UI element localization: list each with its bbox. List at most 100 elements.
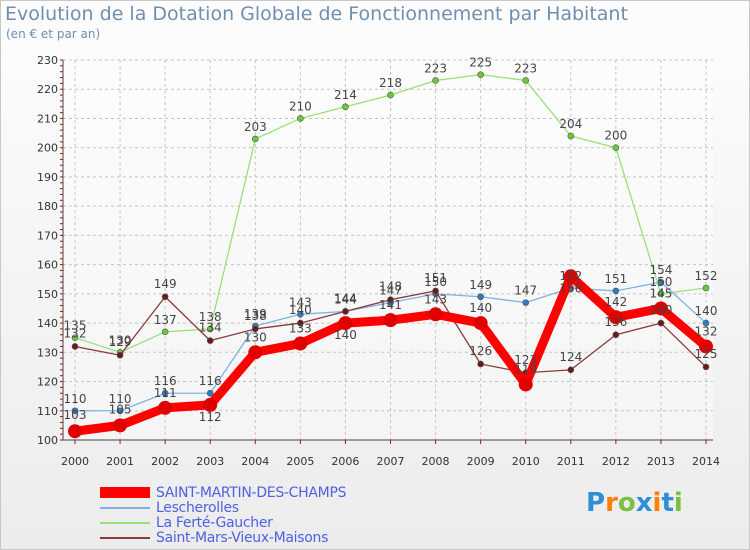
data-label: 111 [154, 386, 177, 400]
data-label: 151 [604, 272, 627, 286]
data-point [477, 293, 484, 301]
data-label: 141 [379, 298, 402, 312]
data-label: 129 [109, 335, 132, 349]
data-point [702, 319, 710, 327]
data-point [657, 319, 665, 327]
data-point [657, 278, 665, 286]
y-tick-label: 110 [37, 405, 58, 418]
data-label: 116 [199, 374, 222, 388]
y-tick-label: 130 [37, 346, 58, 359]
data-label: 223 [424, 61, 447, 75]
data-label: 139 [244, 307, 267, 321]
x-tick-label: 2007 [377, 455, 405, 468]
x-tick-label: 2008 [422, 455, 450, 468]
data-label: 134 [199, 321, 222, 335]
legend-swatch-saint-mars [100, 537, 150, 539]
data-label: 149 [469, 278, 492, 292]
data-point [432, 287, 439, 295]
x-tick-label: 2009 [467, 455, 495, 468]
logo-letter: x [635, 488, 653, 518]
data-point [702, 284, 710, 292]
data-point [612, 287, 620, 295]
data-label: 203 [244, 120, 267, 134]
data-label: 140 [334, 328, 357, 342]
data-point [251, 135, 259, 143]
data-label: 110 [109, 392, 132, 406]
data-label: 218 [379, 76, 402, 90]
legend-label-saint-mars: Saint-Mars-Vieux-Maisons [156, 530, 329, 546]
data-label: 144 [334, 291, 357, 305]
data-label: 148 [379, 280, 402, 294]
data-label: 204 [559, 117, 582, 131]
data-label: 152 [559, 269, 582, 283]
data-point [387, 91, 394, 99]
x-tick-label: 2012 [602, 455, 630, 468]
data-label: 154 [649, 263, 672, 277]
data-point [297, 319, 304, 327]
data-point [248, 345, 263, 360]
y-tick-label: 140 [37, 317, 58, 330]
data-label: 142 [604, 295, 627, 309]
data-point [567, 132, 575, 140]
data-label: 200 [604, 129, 627, 143]
data-point [161, 293, 169, 301]
proxiti-logo: Proxiti [586, 488, 683, 518]
data-point [293, 336, 308, 351]
data-point [297, 311, 304, 318]
data-point [206, 337, 214, 344]
data-point [432, 77, 439, 84]
legend-label-lescherolles: Lescherolles [156, 500, 239, 516]
data-point [653, 301, 668, 316]
x-tick-label: 2006 [331, 455, 359, 468]
data-point [116, 351, 124, 359]
y-tick-label: 180 [37, 200, 58, 213]
chart-subtitle: (en € et par an) [6, 27, 101, 41]
data-point [567, 366, 575, 374]
data-point [71, 343, 79, 350]
logo-letter: t [661, 488, 674, 518]
logo-letter: P [586, 488, 606, 518]
data-point [428, 307, 443, 322]
logo-letter: r [605, 488, 618, 518]
data-point [206, 389, 214, 397]
data-point [699, 339, 713, 354]
data-point [563, 269, 578, 284]
data-label: 214 [334, 88, 357, 102]
data-label: 110 [64, 392, 87, 406]
x-tick-label: 2010 [512, 455, 540, 468]
logo-letter: i [652, 488, 662, 518]
data-label: 103 [64, 408, 87, 422]
logo-letter: i [673, 488, 683, 518]
data-point [657, 290, 665, 298]
data-point [342, 103, 349, 111]
data-label: 210 [289, 99, 312, 113]
data-label: 135 [64, 319, 87, 333]
data-point [158, 400, 173, 415]
series-la-ferte-gaucher [71, 71, 710, 356]
data-point [522, 299, 530, 306]
data-label: 143 [289, 295, 312, 309]
data-label: 125 [695, 347, 718, 361]
data-label: 140 [695, 304, 718, 318]
legend-swatch-la-ferte-gaucher [100, 522, 150, 524]
data-label: 136 [604, 315, 627, 329]
plot-area [63, 60, 713, 440]
y-tick-label: 200 [37, 142, 58, 155]
data-label: 225 [469, 56, 492, 70]
data-label: 124 [559, 350, 582, 364]
data-point [113, 418, 128, 433]
data-point [161, 328, 169, 336]
data-label: 105 [109, 402, 132, 416]
data-label: 150 [424, 275, 447, 289]
legend-label-la-ferte-gaucher: La Ferté-Gaucher [156, 515, 273, 531]
data-label: 150 [649, 275, 672, 289]
y-tick-label: 160 [37, 259, 58, 272]
y-tick-label: 150 [37, 288, 58, 301]
data-label: 132 [64, 326, 87, 340]
x-tick-label: 2014 [692, 455, 720, 468]
data-label: 143 [424, 292, 447, 306]
data-point [338, 316, 353, 331]
x-tick-label: 2005 [286, 455, 314, 468]
data-point [473, 316, 488, 331]
